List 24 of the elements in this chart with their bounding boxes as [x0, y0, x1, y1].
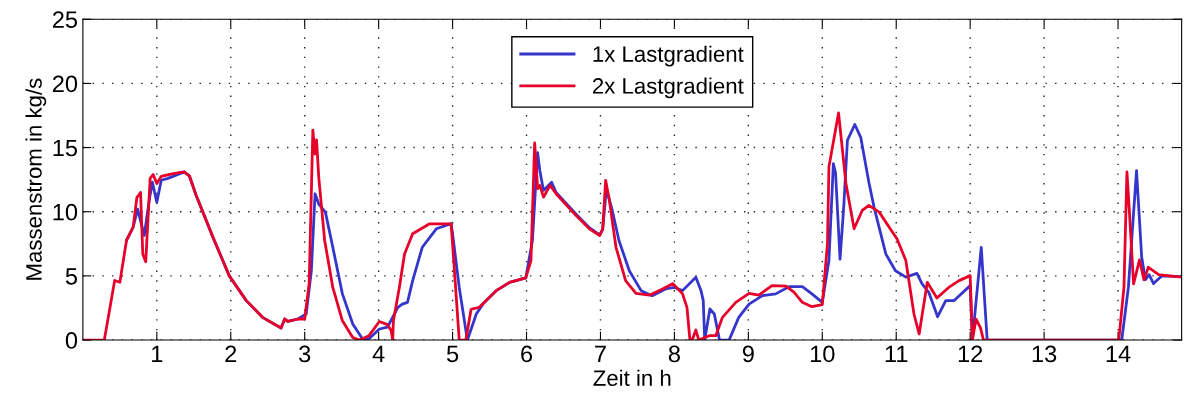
- x-tick-label: 12: [958, 345, 983, 363]
- y-tick-label: 5: [65, 268, 78, 285]
- x-tick-label: 9: [742, 345, 754, 363]
- x-tick-label: 3: [299, 345, 311, 363]
- x-tick-label: 7: [595, 345, 606, 363]
- x-tick-label: 2: [225, 345, 237, 363]
- legend-label: 1x Lastgradient: [593, 45, 744, 67]
- x-tick-label: 4: [372, 345, 385, 363]
- y-tick-label: 25: [52, 11, 78, 29]
- x-tick-label: 6: [521, 345, 533, 363]
- y-tick-label: 20: [52, 75, 78, 93]
- x-axis-title: Zeit in h: [593, 369, 671, 387]
- y-axis-title: Massenstrom in kg/s: [25, 78, 47, 280]
- x-tick-label: 11: [885, 345, 908, 363]
- x-tick-label: 14: [1106, 345, 1131, 363]
- x-tick-label: 8: [668, 345, 680, 363]
- legend-label: 2x Lastgradient: [592, 77, 744, 99]
- y-tick-label: 10: [53, 203, 78, 221]
- x-tick-label: 13: [1032, 345, 1057, 363]
- x-tick-label: 10: [810, 345, 835, 363]
- x-tick-label: 5: [446, 345, 459, 363]
- y-tick-label: 0: [65, 332, 78, 349]
- x-tick-label: 1: [152, 345, 163, 363]
- y-tick-label: 15: [53, 139, 78, 157]
